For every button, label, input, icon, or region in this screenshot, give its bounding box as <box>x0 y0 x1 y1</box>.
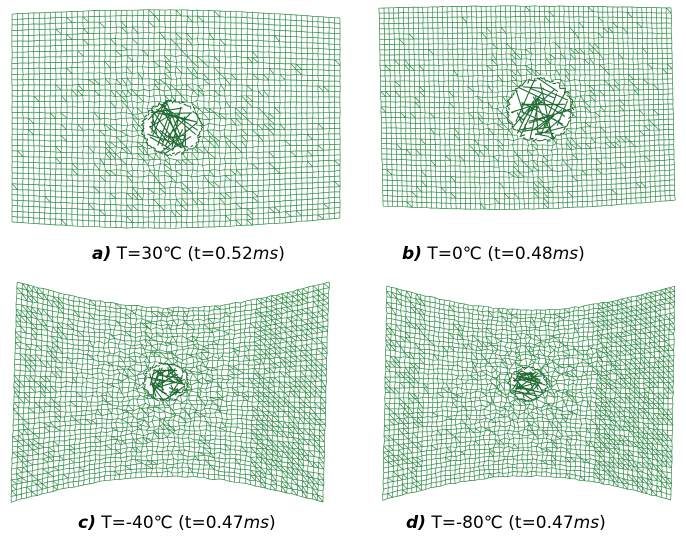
caption-c-temp: T=-40℃ <box>101 513 173 533</box>
perforation-hole <box>140 99 204 157</box>
mesh-grid <box>11 9 341 229</box>
caption-c-close: ) <box>269 513 276 533</box>
caption-a-unit: ms <box>252 244 279 264</box>
caption-d-label: d) <box>406 513 426 533</box>
caption-a-temp: T=30℃ <box>116 244 183 264</box>
caption-c: c) T=-40℃ (t=0.47ms) <box>78 513 276 533</box>
caption-b: b) T=0℃ (t=0.48ms) <box>402 244 585 264</box>
caption-c-time: (t=0.47 <box>178 513 244 533</box>
mesh-lines <box>11 9 341 229</box>
caption-d-unit: ms <box>573 513 600 533</box>
mesh-lines <box>382 285 676 501</box>
perforation-hole <box>507 366 548 402</box>
caption-d: d) T=-80℃ (t=0.47ms) <box>406 513 606 533</box>
caption-b-label: b) <box>402 244 422 264</box>
caption-c-label: c) <box>78 513 96 533</box>
caption-a-time: (t=0.52 <box>187 244 253 264</box>
mesh-plot-b <box>378 5 676 210</box>
mesh-panel-a <box>0 0 343 232</box>
caption-d-temp: T=-80℃ <box>431 513 503 533</box>
mesh-plot-d <box>382 285 676 501</box>
mesh-panel-d <box>343 268 686 508</box>
caption-c-unit: ms <box>243 513 269 533</box>
perforation-hole <box>505 76 575 143</box>
mesh-grid <box>10 281 330 503</box>
caption-d-close: ) <box>599 513 606 533</box>
mesh-plot-c <box>10 281 330 503</box>
mesh-panel-b <box>343 0 686 232</box>
caption-a-label: a) <box>92 244 112 264</box>
mesh-grid <box>378 5 676 210</box>
caption-b-close: ) <box>578 244 585 264</box>
perforation-hole <box>142 362 189 402</box>
mesh-lines <box>378 5 676 210</box>
caption-d-time: (t=0.47 <box>508 513 574 533</box>
caption-b-time: (t=0.48 <box>487 244 553 264</box>
caption-b-temp: T=0℃ <box>427 244 482 264</box>
caption-a: a) T=30℃ (t=0.52ms) <box>92 244 285 264</box>
caption-b-unit: ms <box>552 244 579 264</box>
mesh-grid <box>382 285 676 501</box>
caption-a-close: ) <box>278 244 285 264</box>
mesh-plot-a <box>11 9 341 229</box>
mesh-lines <box>10 281 330 503</box>
mesh-panel-c <box>0 268 343 508</box>
